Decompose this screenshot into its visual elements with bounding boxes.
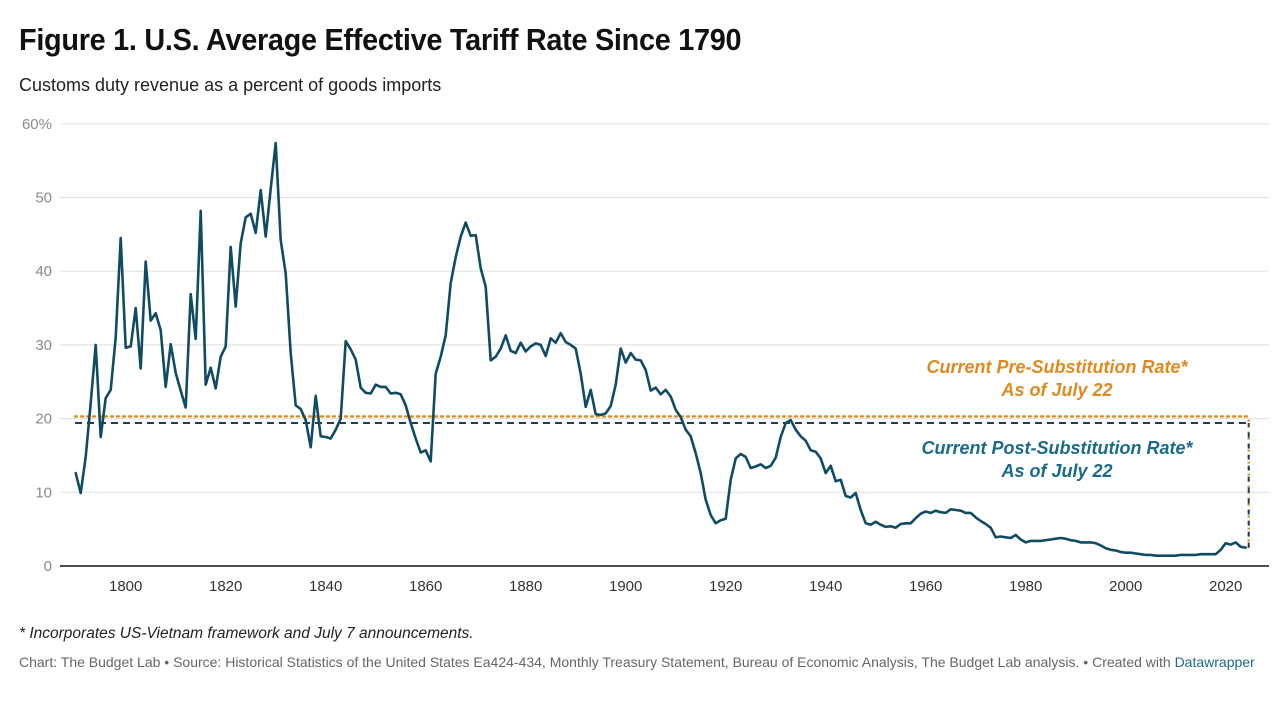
x-tick-label: 1900 (609, 578, 642, 595)
x-tick-label: 1880 (509, 578, 542, 595)
x-tick-label: 1840 (309, 578, 342, 595)
y-tick-label: 20 (35, 411, 52, 428)
footnote: * Incorporates US-Vietnam framework and … (19, 625, 474, 642)
source-credit: Chart: The Budget Lab • Source: Historic… (19, 652, 1269, 672)
x-tick-label: 1960 (909, 578, 942, 595)
source-text: Chart: The Budget Lab • Source: Historic… (19, 654, 1175, 670)
datawrapper-link[interactable]: Datawrapper (1174, 654, 1255, 670)
chart-subtitle: Customs duty revenue as a percent of goo… (19, 75, 442, 95)
x-tick-label: 1980 (1009, 578, 1042, 595)
x-tick-label: 2000 (1109, 578, 1142, 595)
reference-lines (73, 415, 1250, 548)
x-tick-label: 1920 (709, 578, 742, 595)
annotations: Current Pre-Substitution Rate* As of Jul… (921, 357, 1193, 481)
annotation-post-substitution-line2: As of July 22 (1000, 461, 1112, 481)
series-line-tariff-rate (74, 141, 1247, 557)
y-tick-label: 10 (35, 484, 52, 501)
x-tick-label: 1820 (209, 578, 242, 595)
y-tick-label: 50 (35, 190, 52, 207)
annotation-pre-substitution-line1: Current Pre-Substitution Rate* (926, 357, 1188, 377)
y-tick-label: 0 (44, 558, 52, 575)
annotation-post-substitution-line1: Current Post-Substitution Rate* (921, 438, 1193, 458)
x-tick-label: 1800 (109, 578, 142, 595)
x-tick-label: 2020 (1209, 578, 1242, 595)
y-tick-label: 60% (22, 116, 52, 133)
y-tick-label: 40 (35, 263, 52, 280)
y-axis-ticks: 0 10 20 30 40 50 60% (22, 116, 52, 575)
annotation-pre-substitution-line2: As of July 22 (1000, 380, 1112, 400)
chart-title: Figure 1. U.S. Average Effective Tariff … (19, 22, 742, 57)
x-axis-ticks: 1800 1820 1840 1860 1880 1900 1920 1940 1960 1980… (109, 578, 1242, 595)
x-tick-label: 1860 (409, 578, 442, 595)
x-tick-label: 1940 (809, 578, 842, 595)
y-tick-label: 30 (35, 337, 52, 354)
